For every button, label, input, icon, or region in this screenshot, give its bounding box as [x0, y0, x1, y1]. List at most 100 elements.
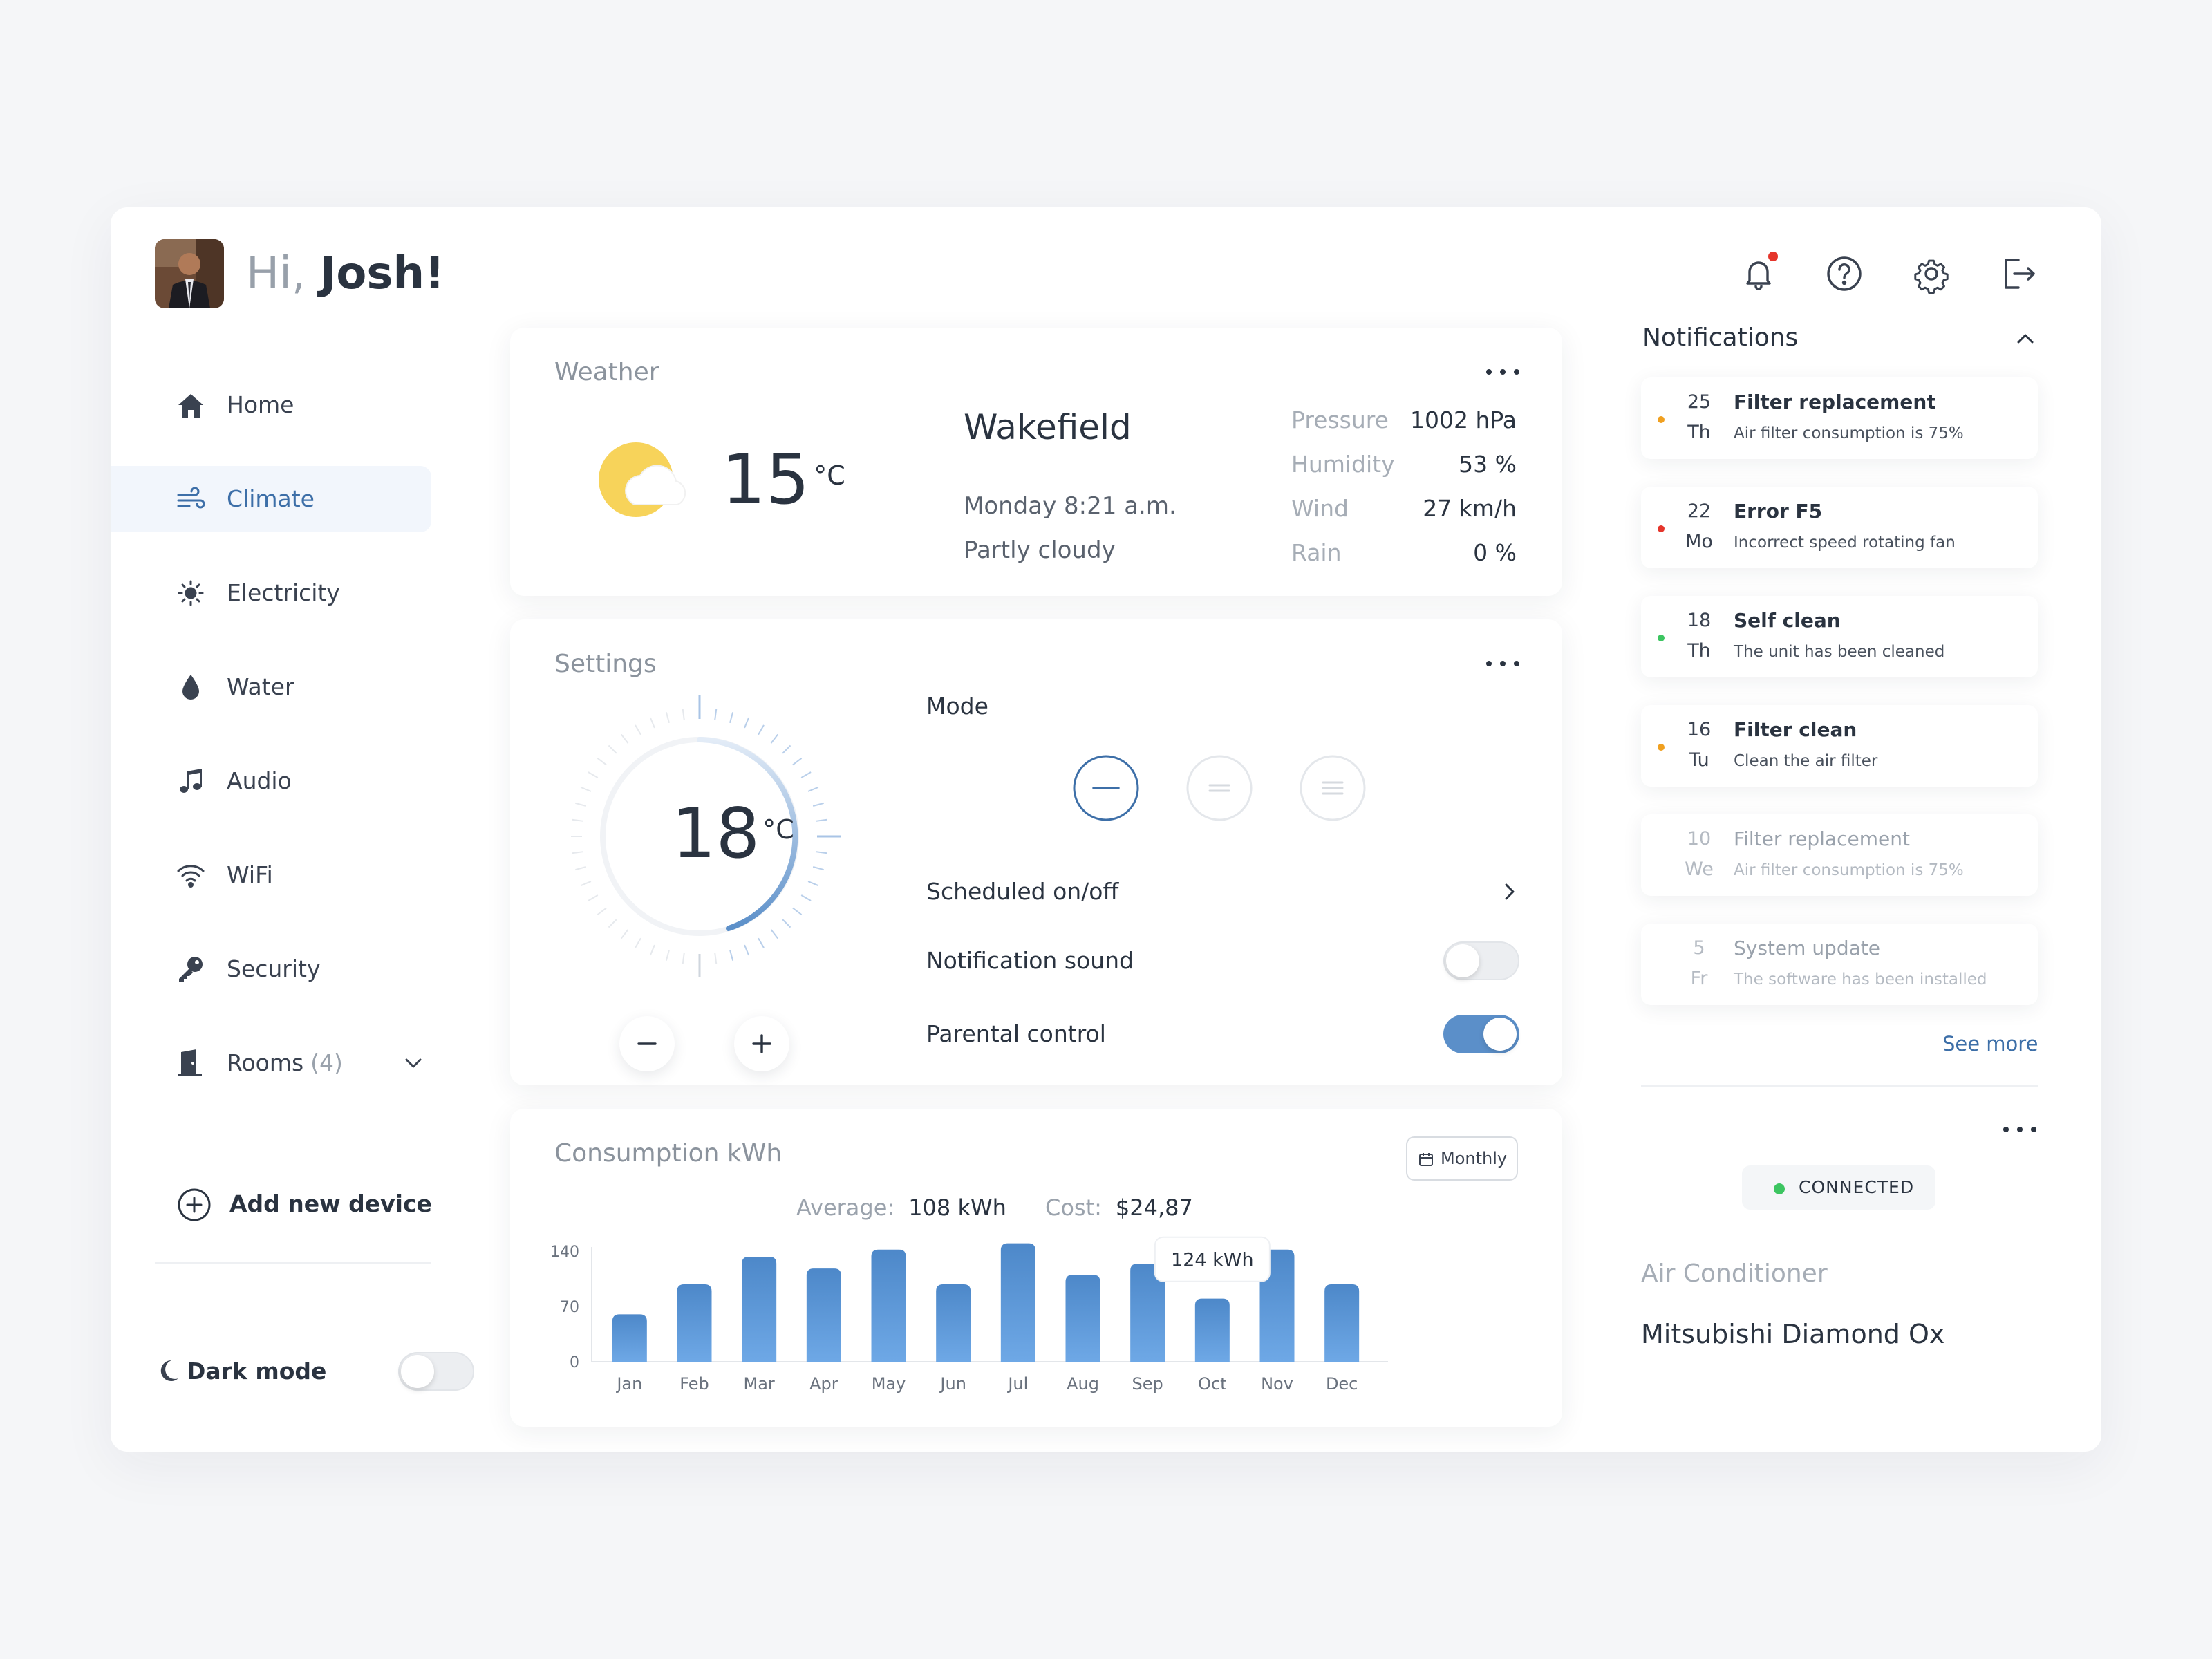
sidebar-item-rooms[interactable]: Rooms (4) [111, 1030, 431, 1096]
pressure-value: 1002 hPa [1409, 406, 1517, 433]
sidebar-item-security[interactable]: Security [111, 936, 431, 1002]
dial-tick [758, 724, 765, 735]
decrease-temp-button[interactable] [619, 1016, 675, 1071]
sidebar-item-wifi[interactable]: WiFi [111, 842, 431, 908]
notification-desc: Air filter consumption is 75% [1734, 424, 1964, 442]
key-icon [176, 954, 206, 984]
mode-medium-button[interactable] [1186, 755, 1253, 821]
sidebar-item-electricity[interactable]: Electricity [111, 560, 431, 626]
help-icon[interactable] [1824, 253, 1865, 294]
notification-item[interactable]: 16 Tu Filter clean Clean the air filter [1641, 705, 2038, 787]
sidebar-item-label: Electricity [227, 579, 340, 606]
avatar[interactable] [155, 239, 224, 308]
dial-tick [580, 786, 592, 792]
dial-tick [682, 709, 685, 720]
bar [936, 1284, 971, 1362]
bell-icon[interactable] [1738, 252, 1779, 294]
greeting: Hi, Josh! [246, 246, 444, 301]
sidebar-item-home[interactable]: Home [111, 372, 431, 438]
notification-day: 10 [1687, 828, 1712, 850]
dial-tick [729, 712, 734, 724]
notification-weekday: Fr [1690, 968, 1708, 989]
see-more-link[interactable]: See more [1942, 1032, 2038, 1056]
x-tick-label: Oct [1198, 1374, 1227, 1394]
sidebar-item-water[interactable]: Water [111, 654, 431, 720]
notification-weekday: Mo [1685, 531, 1713, 552]
x-tick-label: Feb [679, 1374, 709, 1394]
thermostat-dial[interactable] [554, 691, 845, 982]
toggle-knob [401, 1355, 434, 1388]
scheduled-label[interactable]: Scheduled on/off [926, 878, 1119, 905]
consumption-chart: 0 70 140 Jan Feb Mar Apr May Jun Jul Aug Sep Oct Nov D… [550, 1236, 1388, 1394]
tooltip-box [1154, 1236, 1271, 1282]
dial-tick [744, 717, 750, 729]
rooms-count: (4) [310, 1049, 343, 1076]
notification-sound-label: Notification sound [926, 947, 1134, 974]
toggle-knob [1446, 944, 1479, 977]
plus-circle-icon [177, 1188, 212, 1222]
bar [871, 1249, 906, 1362]
dial-tick [714, 709, 718, 720]
notification-sound-toggle[interactable] [1443, 941, 1519, 980]
y-tick-label: 0 [570, 1354, 579, 1371]
bar [1130, 1264, 1165, 1362]
dial-tick [649, 944, 655, 956]
tooltip-text: 124 kWh [1171, 1250, 1254, 1271]
gear-icon[interactable] [1911, 253, 1952, 294]
thermostat-temp-unit: °C [762, 814, 794, 845]
notification-day: 18 [1687, 610, 1712, 631]
notification-title: Self clean [1734, 609, 1841, 632]
dial-tick [770, 929, 779, 939]
dial-tick [807, 881, 819, 887]
bar [742, 1257, 777, 1362]
y-tick-label: 140 [550, 1244, 579, 1261]
x-tick-label: Dec [1326, 1374, 1358, 1394]
sidebar-item-climate[interactable]: Climate [111, 466, 431, 532]
dial-tick [665, 712, 670, 724]
logout-icon[interactable] [1998, 253, 2039, 294]
chevron-up-icon[interactable] [2012, 325, 2039, 353]
notification-item[interactable]: 22 Mo Error F5 Incorrect speed rotating … [1641, 487, 2038, 568]
weather-temperature: 15 °C [722, 445, 845, 514]
x-tick-label: Mar [744, 1374, 775, 1394]
add-device-button[interactable]: Add new device [177, 1183, 440, 1225]
period-filter-button[interactable]: Monthly [1406, 1136, 1518, 1181]
more-icon[interactable] [2000, 1124, 2039, 1135]
notification-item[interactable]: 25 Th Filter replacement Air filter cons… [1641, 377, 2038, 459]
mode-high-button[interactable] [1300, 755, 1366, 821]
parental-control-toggle[interactable] [1443, 1015, 1519, 1053]
dark-mode-toggle[interactable] [398, 1352, 474, 1391]
dial-tick [572, 851, 583, 854]
notification-item[interactable]: 10 We Filter replacement Air filter cons… [1641, 814, 2038, 896]
period-filter-label: Monthly [1441, 1149, 1508, 1168]
more-icon[interactable] [1483, 658, 1522, 669]
sidebar-item-label: Security [227, 955, 321, 982]
dial-tick [608, 919, 617, 928]
weather-temp-unit: °C [814, 460, 845, 491]
cost-label: Cost: [1045, 1194, 1102, 1221]
notification-desc: Incorrect speed rotating fan [1734, 534, 1956, 552]
chevron-down-icon[interactable] [401, 1051, 426, 1076]
dial-tick [800, 894, 812, 901]
dial-tick [588, 771, 599, 778]
increase-temp-button[interactable] [734, 1016, 789, 1071]
home-icon [176, 390, 206, 420]
dark-mode-row: Dark mode [155, 1351, 474, 1392]
chevron-right-icon[interactable] [1497, 879, 1522, 904]
x-tick-label: Nov [1261, 1374, 1293, 1394]
x-tick-label: Aug [1067, 1374, 1099, 1394]
dial-tick [782, 744, 791, 754]
weather-card: Weather 15 °C Wakefield Monday 8:21 a.m. … [510, 328, 1562, 596]
mode-low-button[interactable] [1073, 755, 1139, 821]
dial-tick [758, 937, 765, 948]
average-label: Average: [796, 1194, 895, 1221]
notification-item[interactable]: 18 Th Self clean The unit has been clean… [1641, 596, 2038, 677]
calendar-icon [1418, 1152, 1434, 1167]
notification-item[interactable]: 5 Fr System update The software has been… [1641, 924, 2038, 1005]
dial-tick [816, 851, 827, 854]
humidity-value: 53 % [1459, 451, 1517, 478]
weather-condition: Partly cloudy [964, 536, 1116, 564]
dial-tick [588, 894, 599, 901]
sidebar-item-audio[interactable]: Audio [111, 748, 431, 814]
more-icon[interactable] [1483, 366, 1522, 377]
